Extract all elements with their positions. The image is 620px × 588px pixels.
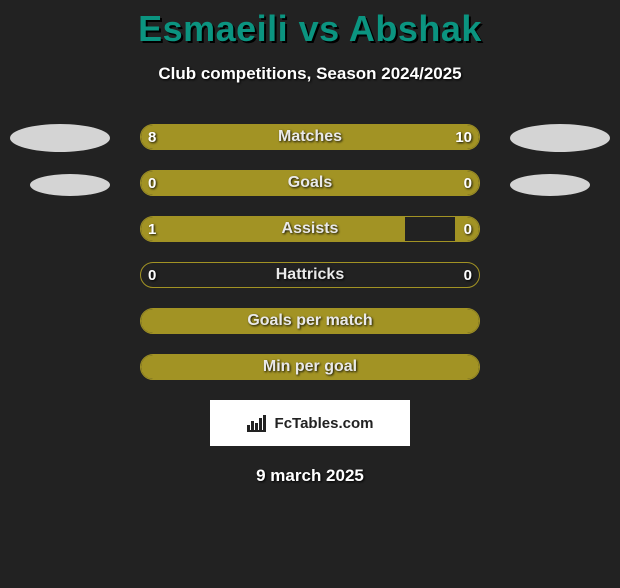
stat-row-min-per-goal: Min per goal	[0, 354, 620, 380]
fctables-badge: FcTables.com	[210, 400, 410, 446]
subtitle: Club competitions, Season 2024/2025	[0, 64, 620, 84]
stats-area: Matches 8 10 Goals 0 0 Assists 1 0 Hattr…	[0, 124, 620, 380]
page-title: Esmaeili vs Abshak	[0, 8, 620, 50]
stat-row-goals: Goals 0 0	[0, 170, 620, 196]
stat-label: Matches	[141, 125, 479, 149]
stat-bar: Goals per match	[140, 308, 480, 334]
bar-chart-icon	[247, 414, 269, 432]
stat-value-left: 8	[148, 124, 156, 150]
stat-bar: Min per goal	[140, 354, 480, 380]
stat-row-matches: Matches 8 10	[0, 124, 620, 150]
stat-label: Goals	[141, 171, 479, 195]
stat-row-assists: Assists 1 0	[0, 216, 620, 242]
stat-value-left: 0	[148, 170, 156, 196]
stat-bar: Hattricks	[140, 262, 480, 288]
stat-row-hattricks: Hattricks 0 0	[0, 262, 620, 288]
stat-value-right: 0	[464, 170, 472, 196]
stat-bar: Matches	[140, 124, 480, 150]
stat-value-left: 0	[148, 262, 156, 288]
stat-row-goals-per-match: Goals per match	[0, 308, 620, 334]
date-label: 9 march 2025	[0, 466, 620, 486]
stat-label: Goals per match	[141, 309, 479, 333]
stat-bar: Goals	[140, 170, 480, 196]
stat-value-right: 0	[464, 216, 472, 242]
stat-value-left: 1	[148, 216, 156, 242]
badge-text: FcTables.com	[275, 415, 374, 432]
stat-label: Min per goal	[141, 355, 479, 379]
stat-label: Assists	[141, 217, 479, 241]
stat-value-right: 0	[464, 262, 472, 288]
stat-label: Hattricks	[141, 263, 479, 287]
stat-bar: Assists	[140, 216, 480, 242]
stat-value-right: 10	[455, 124, 472, 150]
